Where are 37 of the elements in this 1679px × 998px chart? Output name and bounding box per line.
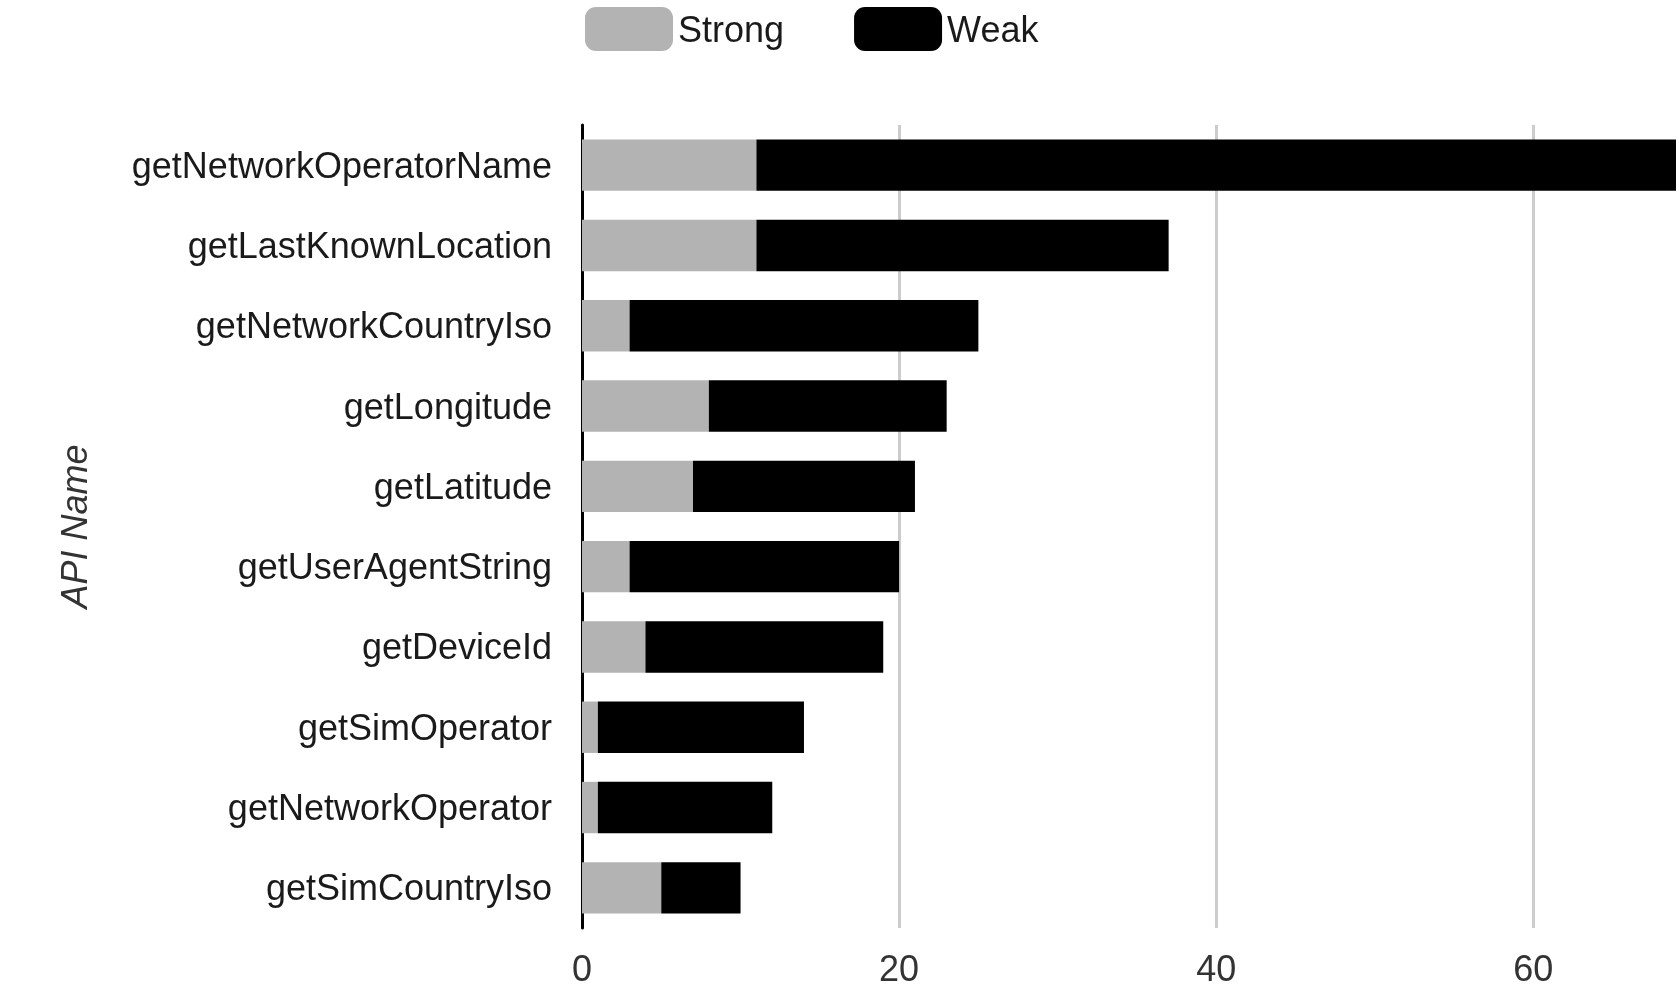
bar xyxy=(582,701,598,753)
y-tick-label: getLastKnownLocation xyxy=(187,224,552,266)
bar xyxy=(629,540,900,593)
legend-label: Strong xyxy=(678,8,785,50)
bar xyxy=(597,781,773,834)
y-tick-label: getLongitude xyxy=(343,385,552,427)
bar xyxy=(582,139,757,191)
bar xyxy=(582,460,693,513)
bar xyxy=(582,781,598,834)
y-tick-label: getNetworkOperator xyxy=(227,787,553,829)
bar xyxy=(597,701,804,753)
bar xyxy=(582,380,709,432)
y-tick-label: getDeviceId xyxy=(361,626,552,668)
bar xyxy=(756,219,1169,272)
bar xyxy=(661,862,741,914)
bar xyxy=(645,621,884,673)
bar xyxy=(582,219,757,272)
x-tick-label: 0 xyxy=(571,947,593,989)
y-tick-label: getLatitude xyxy=(373,465,552,507)
bar xyxy=(692,460,915,513)
y-tick-label: getSimOperator xyxy=(297,706,553,748)
x-tick-label: 60 xyxy=(1513,947,1554,989)
bar xyxy=(708,380,947,432)
y-tick-label: getNetworkCountryIso xyxy=(195,305,552,347)
bar xyxy=(756,139,1676,191)
y-tick-label: getSimCountryIso xyxy=(265,867,552,909)
bar xyxy=(582,300,630,352)
y-axis-title: API Name xyxy=(53,444,95,611)
y-tick-label: getUserAgentString xyxy=(237,546,552,588)
x-tick-label: 40 xyxy=(1196,947,1237,989)
x-tick-label: 20 xyxy=(879,947,920,989)
bar xyxy=(582,862,662,914)
y-tick-label: getNetworkOperatorName xyxy=(131,144,552,186)
bar xyxy=(582,540,630,593)
legend-label: Weak xyxy=(947,8,1040,50)
bar xyxy=(582,621,646,673)
bar xyxy=(629,300,979,352)
